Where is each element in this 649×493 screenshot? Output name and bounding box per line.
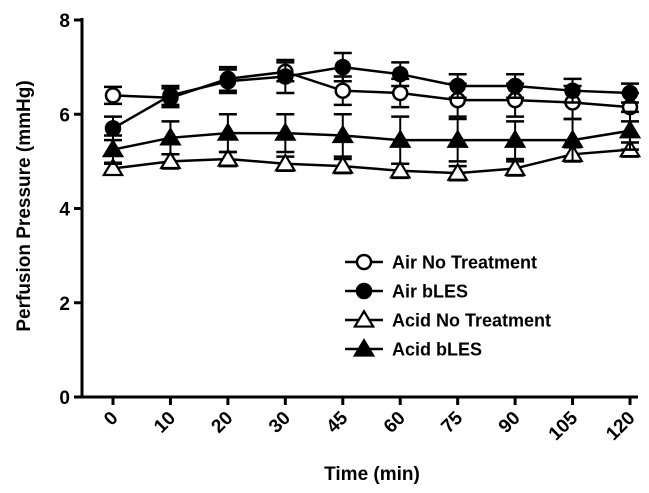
data-point xyxy=(621,84,639,102)
data-point xyxy=(618,119,642,139)
data-point xyxy=(277,68,294,85)
data-point xyxy=(159,126,182,146)
data-point xyxy=(331,155,354,174)
data-point xyxy=(449,77,466,95)
legend-label: Air bLES xyxy=(392,282,468,302)
x-tick-label: 60 xyxy=(380,408,410,438)
legend-marker xyxy=(352,309,376,328)
y-axis-ticks: 0 2 4 6 8 xyxy=(59,11,82,409)
data-point xyxy=(389,129,412,148)
data-point xyxy=(506,77,524,95)
y-tick-label: 8 xyxy=(59,11,70,32)
data-point xyxy=(503,157,527,177)
data-point xyxy=(216,122,240,141)
data-point xyxy=(446,162,469,181)
x-axis-ticks: 0 10 20 30 45 60 75 90 105 120 xyxy=(100,397,640,445)
data-point xyxy=(561,129,584,148)
data-point xyxy=(101,138,125,158)
x-tick-label: 105 xyxy=(545,407,583,445)
y-tick-label: 0 xyxy=(59,388,70,409)
data-point xyxy=(391,84,409,102)
legend-label: Acid bLES xyxy=(392,340,482,360)
x-tick-label: 120 xyxy=(602,408,639,445)
series-1 xyxy=(104,51,639,142)
data-point xyxy=(331,124,354,144)
x-tick-label: 20 xyxy=(208,408,238,438)
data-point xyxy=(503,129,527,148)
data-point xyxy=(334,58,352,76)
legend: Air No Treatment Air bLES Acid No Treatmen… xyxy=(345,253,551,360)
legend-label: Acid No Treatment xyxy=(392,311,551,331)
series-line xyxy=(112,129,631,151)
data-point xyxy=(446,129,469,148)
x-axis-title: Time (min) xyxy=(324,464,420,485)
data-point xyxy=(162,87,179,104)
legend-label: Air No Treatment xyxy=(392,253,537,273)
data-point xyxy=(564,82,581,99)
x-tick-label: 75 xyxy=(437,407,467,437)
legend-item-2: Acid No Treatment xyxy=(345,309,551,331)
data-point xyxy=(159,150,182,170)
data-point xyxy=(389,159,412,179)
y-axis-title: Perfusion Pressure (mmHg) xyxy=(14,80,35,331)
data-point xyxy=(274,122,297,141)
legend-marker xyxy=(352,338,376,357)
y-tick-label: 4 xyxy=(59,200,70,221)
axes xyxy=(80,18,638,399)
data-point xyxy=(391,65,409,83)
series-line xyxy=(112,65,631,130)
x-tick-label: 45 xyxy=(323,407,353,437)
data-point xyxy=(216,148,240,167)
x-tick-label: 30 xyxy=(265,408,295,438)
data-series xyxy=(101,51,642,182)
series-3 xyxy=(101,110,642,165)
series-line xyxy=(112,148,631,175)
data-point xyxy=(104,87,122,104)
legend-item-1: Air bLES xyxy=(345,282,468,302)
x-tick-label: 10 xyxy=(150,408,180,438)
data-point xyxy=(101,157,125,177)
data-point xyxy=(274,152,297,172)
x-tick-label: 90 xyxy=(495,408,525,438)
y-tick-label: 2 xyxy=(59,294,70,315)
x-tick-label: 0 xyxy=(100,408,122,430)
data-point xyxy=(219,73,237,90)
series-2 xyxy=(101,138,642,182)
y-tick-label: 6 xyxy=(59,105,70,126)
legend-item-0: Air No Treatment xyxy=(345,253,537,273)
legend-item-3: Acid bLES xyxy=(345,338,482,360)
data-point xyxy=(104,120,122,137)
legend-marker xyxy=(355,282,373,300)
data-point xyxy=(334,82,352,99)
legend-marker xyxy=(355,253,373,271)
